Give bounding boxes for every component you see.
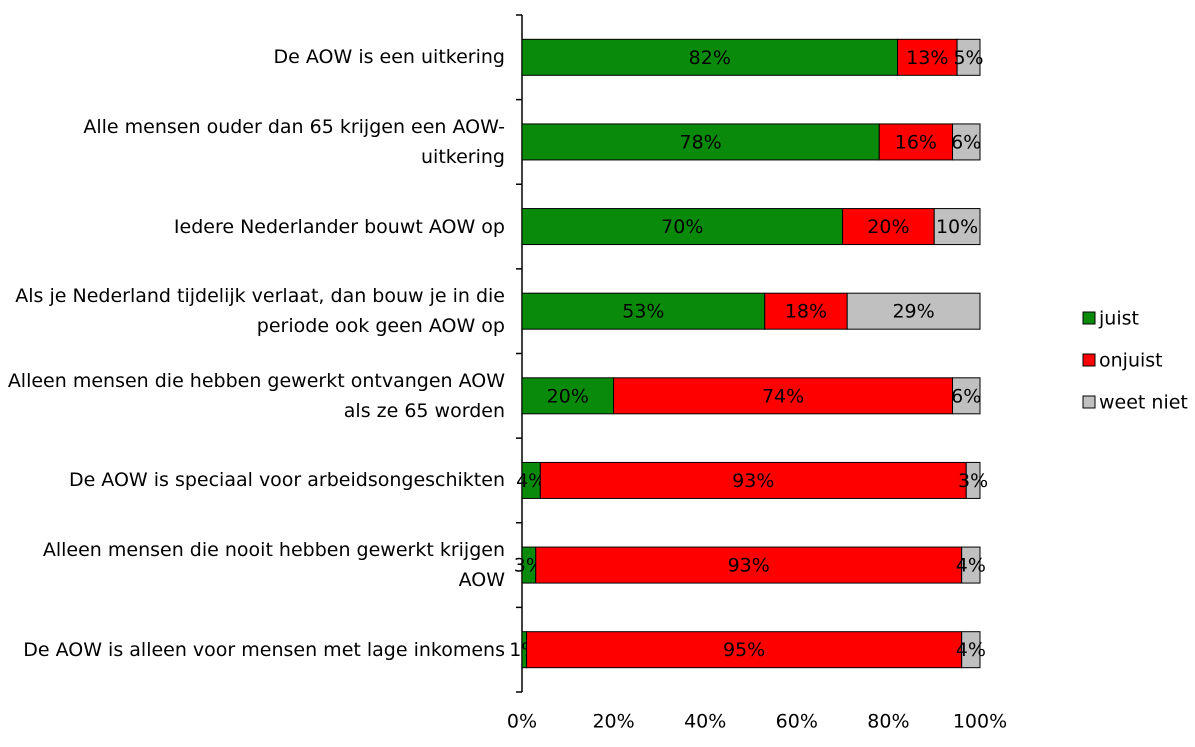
x-tick-label: 80% [867, 711, 909, 733]
value-label: 78% [680, 131, 722, 153]
value-label: 93% [732, 470, 774, 492]
x-tick-label: 100% [953, 711, 1007, 733]
bar-segment [521, 292, 766, 330]
legend-label: onjuist [1099, 350, 1163, 372]
value-label: 20% [867, 216, 909, 238]
bar-segment [846, 292, 981, 330]
bar-segment [521, 38, 899, 76]
bar-segment [878, 123, 954, 161]
category-label: De AOW is een uitkering [273, 46, 505, 69]
value-label: 93% [728, 555, 770, 577]
value-label: 18% [785, 301, 827, 323]
legend-swatch [1082, 311, 1096, 325]
legend-swatch [1082, 395, 1096, 409]
category-label: De AOW is alleen voor mensen met lage in… [23, 638, 505, 661]
category-label: Alle mensen ouder dan 65 krijgen een AOW… [83, 115, 505, 168]
bar-segment [956, 38, 981, 76]
bar-segment [952, 377, 981, 415]
value-label: 10% [936, 216, 978, 238]
value-label: 6% [951, 385, 981, 407]
value-label: 53% [622, 301, 664, 323]
value-label: 4% [516, 470, 546, 492]
legend-swatch [1082, 353, 1096, 367]
value-label: 16% [895, 131, 937, 153]
value-label: 3% [958, 470, 988, 492]
bar-segment [539, 461, 967, 499]
bar-segment [521, 377, 615, 415]
value-label: 20% [547, 385, 589, 407]
value-label: 82% [689, 47, 731, 69]
value-label: 5% [953, 47, 983, 69]
bar-segment [961, 546, 981, 584]
value-label: 29% [892, 301, 934, 323]
bar-segment [961, 631, 981, 669]
value-label: 4% [956, 639, 986, 661]
value-label: 13% [906, 47, 948, 69]
bar-segment [521, 123, 880, 161]
bar-segment [897, 38, 958, 76]
legend-label: weet niet [1099, 392, 1188, 414]
bar-segment [613, 377, 954, 415]
bar-segment [933, 208, 981, 246]
bar-segment [535, 546, 963, 584]
category-label: Alleen mensen die nooit hebben gewerkt k… [42, 539, 505, 592]
x-tick-label: 0% [507, 711, 537, 733]
value-label: 74% [762, 385, 804, 407]
category-label: Als je Nederland tijdelijk verlaat, dan … [15, 285, 505, 338]
x-tick-label: 40% [684, 711, 726, 733]
category-label: Alleen mensen die hebben gewerkt ontvang… [7, 369, 505, 422]
value-label: 70% [661, 216, 703, 238]
category-label: De AOW is speciaal voor arbeidsongeschik… [68, 469, 505, 492]
x-tick-label: 20% [592, 711, 634, 733]
bar-segment [521, 208, 844, 246]
value-label: 4% [956, 555, 986, 577]
bar-segment [764, 292, 848, 330]
bar-segment [952, 123, 981, 161]
x-tick-label: 60% [776, 711, 818, 733]
category-label: Iedere Nederlander bouwt AOW op [173, 215, 505, 238]
bar-segment [965, 461, 981, 499]
value-label: 6% [951, 131, 981, 153]
value-label: 95% [723, 639, 765, 661]
legend-label: juist [1098, 308, 1139, 330]
